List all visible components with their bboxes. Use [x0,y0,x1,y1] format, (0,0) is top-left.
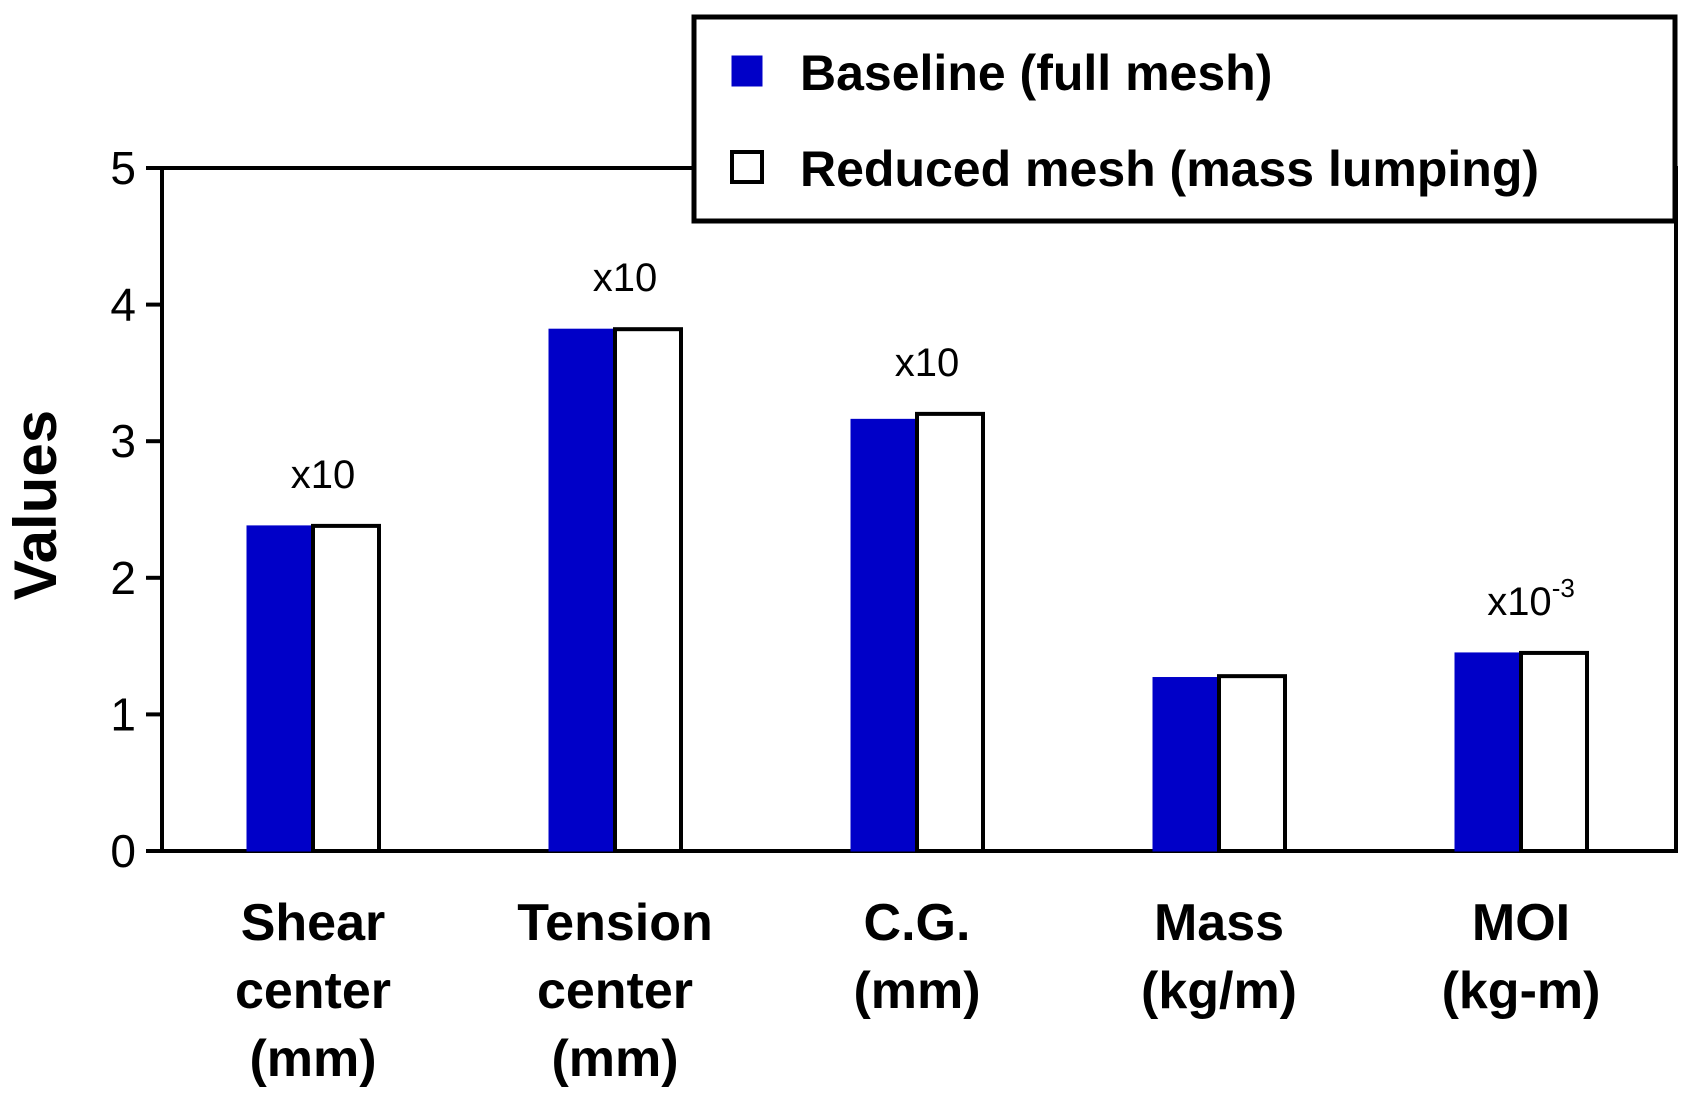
bars [246,327,1589,854]
x-category-line: Tension [517,894,712,952]
scale-annotation: x10 [291,453,356,497]
x-category-line: (kg-m) [1442,962,1601,1020]
y-tick-label: 0 [110,825,136,877]
bar-reduced-3 [1217,674,1287,853]
x-category-label: Shear center (mm) [235,894,391,1088]
bar-baseline-3 [1152,677,1220,852]
x-category-line: C.G. [864,894,971,952]
y-tick-label: 3 [110,415,136,467]
legend-label-reduced: Reduced mesh (mass lumping) [800,141,1539,197]
x-category-line: center [235,962,391,1020]
y-axis-label: Values [2,410,69,600]
scale-annotation: x10-3 [1487,573,1575,624]
x-axis: Shear center (mm) Tension center (mm) C.G. (mm)… [235,894,1600,1088]
scale-annotation-text: x10 [1487,580,1552,624]
x-category-label: MOI (kg-m) [1442,894,1601,1020]
bar-reduced-1 [613,327,683,853]
x-category-line: MOI [1472,894,1570,952]
legend-box [691,14,1678,224]
x-category-label: Tension center (mm) [517,894,712,1088]
legend-swatch-reduced [730,150,764,184]
legend-label-baseline: Baseline (full mesh) [800,45,1272,101]
scale-annotation: x10 [895,341,960,385]
legend-swatch-baseline [731,55,763,87]
x-category-label: Mass (kg/m) [1141,894,1297,1020]
scale-annotation-exponent: -3 [1552,573,1575,603]
y-tick-label: 1 [110,688,136,740]
x-category-line: (mm) [551,1030,678,1088]
bar-reduced-4 [1519,650,1589,853]
bar-baseline-1 [548,328,616,852]
x-category-line: center [537,962,693,1020]
legend: Baseline (full mesh) Reduced mesh (mass l… [691,14,1678,224]
y-tick-label: 2 [110,552,136,604]
y-tick-label: 4 [110,279,136,331]
x-category-line: Shear [241,894,386,952]
bar-baseline-2 [850,418,918,852]
scale-annotation-text: x10 [895,341,960,385]
scale-annotation-text: x10 [291,453,356,497]
bar-baseline-0 [246,525,314,852]
scale-annotation: x10 [593,256,658,300]
x-category-line: (mm) [249,1030,376,1088]
x-category-label: C.G. (mm) [853,894,980,1020]
bar-reduced-0 [311,523,381,854]
y-axis: 0 1 2 3 4 5 [110,142,162,877]
x-category-line: Mass [1154,894,1284,952]
scale-annotation-text: x10 [593,256,658,300]
x-category-line: (mm) [853,962,980,1020]
bar-reduced-2 [915,411,985,853]
y-tick-label: 5 [110,142,136,194]
bar-baseline-4 [1454,652,1522,852]
x-category-line: (kg/m) [1141,962,1297,1020]
